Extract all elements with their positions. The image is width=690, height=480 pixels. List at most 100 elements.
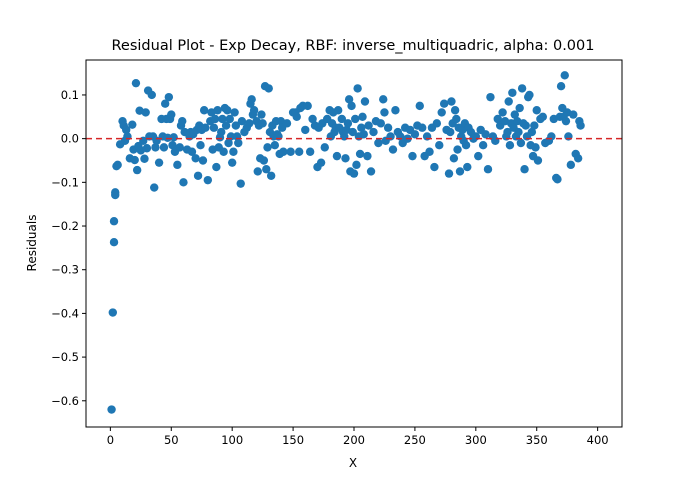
data-point-41 (164, 92, 174, 102)
data-point-167 (355, 149, 365, 159)
data-point-48 (175, 143, 184, 152)
chart-title: Residual Plot - Exp Decay, RBF: inverse_… (112, 38, 595, 54)
y-tick-label-1: −0.5 (51, 350, 79, 364)
data-point-230 (481, 130, 490, 139)
data-point-38 (160, 99, 170, 108)
data-point-155 (341, 154, 350, 163)
data-point-24 (140, 154, 149, 163)
data-point-174 (366, 167, 376, 176)
x-tick-label-8: 400 (587, 433, 609, 447)
data-point-199 (425, 147, 434, 156)
data-point-275 (556, 82, 566, 91)
data-point-62 (196, 141, 205, 150)
y-tick-label-5: −0.1 (51, 175, 79, 189)
data-point-204 (437, 108, 446, 117)
data-point-7 (113, 160, 122, 170)
y-tick-label-6: 0.0 (61, 132, 79, 146)
data-point-264 (532, 106, 541, 115)
data-point-201 (430, 162, 439, 172)
data-point-198 (422, 132, 432, 141)
data-point-227 (474, 151, 483, 161)
data-point-251 (516, 138, 526, 148)
data-point-13 (123, 132, 132, 141)
data-point-110 (263, 143, 272, 152)
data-point-234 (491, 136, 500, 146)
data-point-66 (201, 123, 210, 132)
data-point-37 (159, 143, 169, 152)
data-point-285 (573, 154, 583, 163)
data-point-165 (353, 84, 362, 93)
data-point-92 (236, 179, 245, 188)
data-point-91 (234, 138, 243, 148)
y-tick-label-4: −0.2 (51, 219, 79, 233)
data-point-150 (333, 106, 343, 115)
data-point-31 (150, 183, 159, 192)
data-point-183 (386, 132, 395, 141)
data-point-86 (227, 158, 237, 167)
data-point-180 (380, 108, 389, 117)
data-point-152 (337, 114, 347, 124)
data-point-106 (258, 119, 267, 128)
data-point-19 (132, 165, 142, 175)
x-tick-label-6: 300 (465, 433, 487, 447)
data-point-216 (455, 167, 465, 176)
data-point-73 (212, 162, 221, 172)
data-point-232 (486, 92, 495, 102)
data-point-282 (566, 160, 576, 170)
data-point-212 (450, 106, 460, 115)
data-point-47 (173, 160, 182, 170)
data-point-3 (109, 217, 119, 226)
x-tick-label-0: 0 (107, 433, 114, 447)
data-point-213 (452, 114, 461, 124)
data-point-255 (521, 121, 530, 130)
data-point-81 (221, 121, 231, 130)
data-point-258 (525, 90, 534, 100)
data-point-158 (344, 95, 354, 104)
data-point-102 (253, 167, 262, 176)
data-point-168 (357, 123, 366, 132)
data-point-111 (264, 84, 273, 93)
data-point-45 (169, 133, 178, 142)
x-axis-ticks: 0 50 100 150 200 250 300 350 400 (107, 427, 609, 447)
data-point-221 (461, 141, 471, 150)
data-point-79 (219, 147, 228, 156)
data-point-262 (530, 121, 539, 130)
data-point-207 (444, 169, 454, 178)
data-point-203 (435, 141, 444, 150)
data-point-83 (224, 138, 233, 148)
data-point-254 (520, 165, 529, 174)
data-point-26 (142, 144, 152, 153)
data-point-116 (270, 141, 280, 150)
data-point-157 (343, 119, 353, 128)
data-point-246 (510, 110, 519, 119)
x-tick-label-5: 250 (404, 433, 426, 447)
data-point-160 (347, 101, 356, 111)
data-point-235 (493, 114, 502, 124)
data-point-78 (218, 114, 227, 124)
data-point-18 (131, 78, 141, 88)
data-point-96 (245, 119, 254, 128)
data-point-263 (531, 143, 540, 152)
data-point-107 (259, 156, 269, 165)
y-tick-label-0: −0.6 (51, 394, 79, 408)
data-point-196 (418, 123, 427, 132)
data-point-260 (527, 127, 537, 137)
x-tick-label-4: 200 (343, 433, 365, 447)
x-tick-label-7: 350 (526, 433, 548, 447)
data-point-177 (374, 138, 383, 148)
data-point-270 (547, 132, 556, 141)
data-point-65 (199, 106, 209, 115)
data-point-12 (122, 125, 131, 135)
data-point-1 (108, 308, 118, 317)
data-point-287 (576, 121, 585, 130)
data-point-214 (453, 145, 462, 154)
data-point-64 (198, 156, 208, 165)
data-point-279 (561, 116, 571, 126)
x-tick-label-3: 150 (282, 433, 304, 447)
data-point-252 (517, 84, 527, 93)
data-point-119 (274, 132, 283, 141)
data-point-231 (483, 165, 493, 174)
data-point-185 (391, 106, 400, 115)
data-point-237 (498, 108, 507, 117)
